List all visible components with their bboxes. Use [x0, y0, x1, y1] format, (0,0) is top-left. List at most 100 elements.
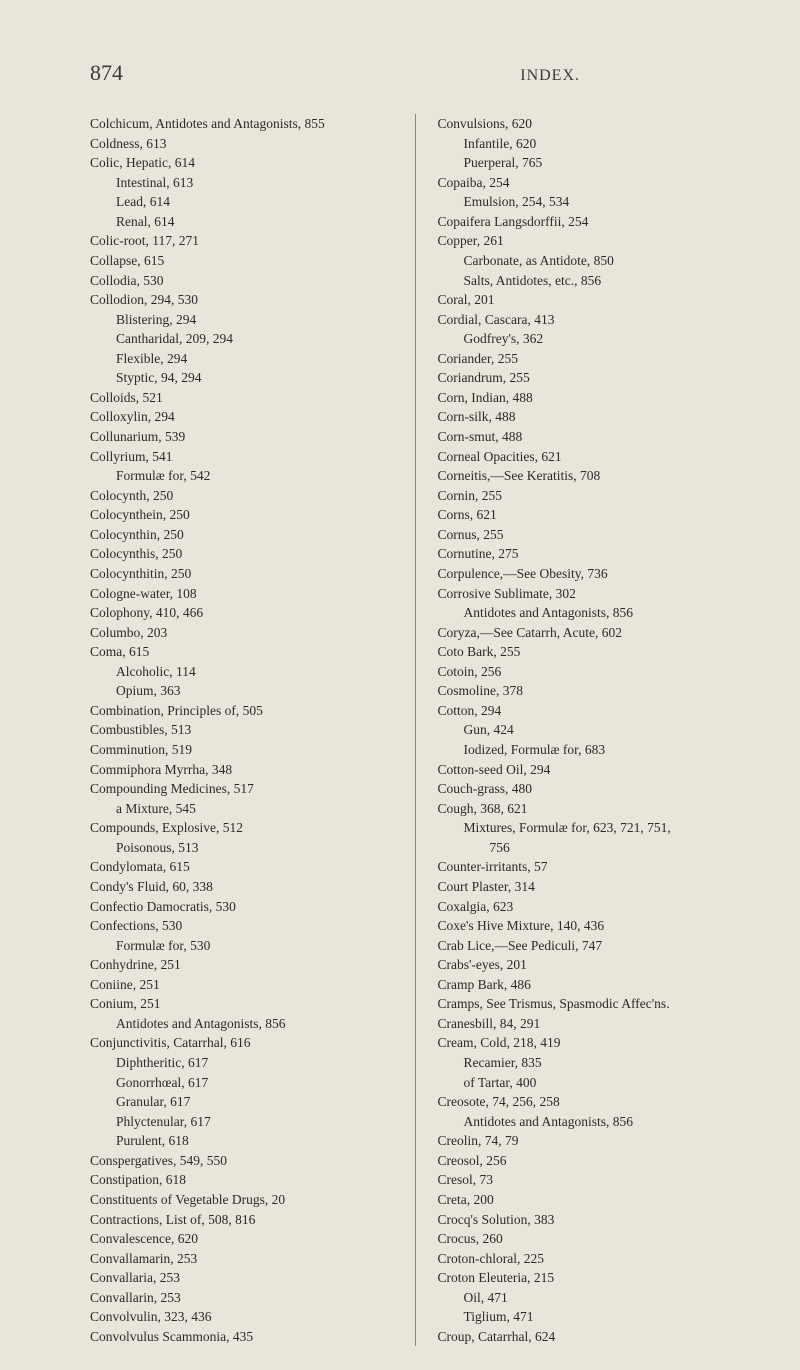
index-entry: Crocus, 260: [438, 1229, 741, 1249]
index-entry: Corn-silk, 488: [438, 407, 741, 427]
index-entry: Coryza,—See Catarrh, Acute, 602: [438, 623, 741, 643]
index-entry: Alcoholic, 114: [90, 662, 393, 682]
index-entry: Crocq's Solution, 383: [438, 1210, 741, 1230]
index-entry: Granular, 617: [90, 1092, 393, 1112]
index-entry: Croup, Catarrhal, 624: [438, 1327, 741, 1347]
index-entry: Convolvulus Scammonia, 435: [90, 1327, 393, 1347]
index-entry: Colocynthein, 250: [90, 505, 393, 525]
index-entry: Crabs'-eyes, 201: [438, 955, 741, 975]
index-entry: Conjunctivitis, Catarrhal, 616: [90, 1033, 393, 1053]
index-entry: Cresol, 73: [438, 1170, 741, 1190]
index-entry: Combination, Principles of, 505: [90, 701, 393, 721]
index-entry: Emulsion, 254, 534: [438, 192, 741, 212]
page-title: INDEX.: [520, 67, 580, 85]
index-entry: Coxe's Hive Mixture, 140, 436: [438, 916, 741, 936]
index-entry: Gun, 424: [438, 720, 741, 740]
index-entry: Coldness, 613: [90, 134, 393, 154]
index-entry: Opium, 363: [90, 681, 393, 701]
index-entry: Renal, 614: [90, 212, 393, 232]
index-entry: Cotton, 294: [438, 701, 741, 721]
index-entry: Conhydrine, 251: [90, 955, 393, 975]
index-entry: Convalescence, 620: [90, 1229, 393, 1249]
index-entry: Columbo, 203: [90, 623, 393, 643]
index-entry: Cosmoline, 378: [438, 681, 741, 701]
index-entry: Cordial, Cascara, 413: [438, 310, 741, 330]
index-entry: Colic-root, 117, 271: [90, 231, 393, 251]
index-entry: Gonorrhœal, 617: [90, 1073, 393, 1093]
index-columns: Colchicum, Antidotes and Antagonists, 85…: [90, 114, 740, 1346]
index-entry: Colocynthitin, 250: [90, 564, 393, 584]
index-entry: Poisonous, 513: [90, 838, 393, 858]
index-entry: Conspergatives, 549, 550: [90, 1151, 393, 1171]
index-entry: Carbonate, as Antidote, 850: [438, 251, 741, 271]
index-entry: Colic, Hepatic, 614: [90, 153, 393, 173]
index-entry: Creta, 200: [438, 1190, 741, 1210]
index-entry: Copaifera Langsdorffii, 254: [438, 212, 741, 232]
index-entry: Iodized, Formulæ for, 683: [438, 740, 741, 760]
index-entry: Creosol, 256: [438, 1151, 741, 1171]
index-entry: Formulæ for, 530: [90, 936, 393, 956]
index-entry: Coto Bark, 255: [438, 642, 741, 662]
index-entry: Cotoin, 256: [438, 662, 741, 682]
index-entry: Antidotes and Antagonists, 856: [90, 1014, 393, 1034]
index-entry: Counter-irritants, 57: [438, 857, 741, 877]
index-entry: Recamier, 835: [438, 1053, 741, 1073]
index-entry: Coriandrum, 255: [438, 368, 741, 388]
index-entry: Colocynthis, 250: [90, 544, 393, 564]
column-divider: [415, 114, 416, 1346]
index-entry: Creosote, 74, 256, 258: [438, 1092, 741, 1112]
index-entry: Combustibles, 513: [90, 720, 393, 740]
index-entry: Godfrey's, 362: [438, 329, 741, 349]
index-entry: Puerperal, 765: [438, 153, 741, 173]
index-entry: Styptic, 94, 294: [90, 368, 393, 388]
index-entry: Cornin, 255: [438, 486, 741, 506]
index-entry: Copaiba, 254: [438, 173, 741, 193]
index-entry: Cornutine, 275: [438, 544, 741, 564]
index-entry: Coral, 201: [438, 290, 741, 310]
index-entry: Colocynth, 250: [90, 486, 393, 506]
index-entry: Croton Eleuteria, 215: [438, 1268, 741, 1288]
index-entry: Court Plaster, 314: [438, 877, 741, 897]
index-entry: Colocynthin, 250: [90, 525, 393, 545]
index-entry: Corpulence,—See Obesity, 736: [438, 564, 741, 584]
index-entry: Confections, 530: [90, 916, 393, 936]
index-entry: Condylomata, 615: [90, 857, 393, 877]
index-entry: Corn-smut, 488: [438, 427, 741, 447]
index-entry: Comminution, 519: [90, 740, 393, 760]
index-entry: Phlyctenular, 617: [90, 1112, 393, 1132]
index-entry: Antidotes and Antagonists, 856: [438, 1112, 741, 1132]
index-entry: Collunarium, 539: [90, 427, 393, 447]
index-entry: Coma, 615: [90, 642, 393, 662]
index-entry: Cantharidal, 209, 294: [90, 329, 393, 349]
index-entry: Corneal Opacities, 621: [438, 447, 741, 467]
index-entry: a Mixture, 545: [90, 799, 393, 819]
index-entry: Colophony, 410, 466: [90, 603, 393, 623]
index-entry: Cornus, 255: [438, 525, 741, 545]
index-entry: Coxalgia, 623: [438, 897, 741, 917]
index-entry: of Tartar, 400: [438, 1073, 741, 1093]
page-header: 874 INDEX.: [90, 60, 740, 86]
index-entry: Condy's Fluid, 60, 338: [90, 877, 393, 897]
index-entry: Cranesbill, 84, 291: [438, 1014, 741, 1034]
index-entry: Compounding Medicines, 517: [90, 779, 393, 799]
index-entry: Corneitis,—See Keratitis, 708: [438, 466, 741, 486]
index-entry: Collyrium, 541: [90, 447, 393, 467]
index-entry: Convulsions, 620: [438, 114, 741, 134]
index-entry: Convallamarin, 253: [90, 1249, 393, 1269]
index-entry: Contractions, List of, 508, 816: [90, 1210, 393, 1230]
index-entry: Convallarin, 253: [90, 1288, 393, 1308]
index-entry: Formulæ for, 542: [90, 466, 393, 486]
right-column: Convulsions, 620Infantile, 620Puerperal,…: [438, 114, 741, 1346]
index-entry: Confectio Damocratis, 530: [90, 897, 393, 917]
index-entry: Collodion, 294, 530: [90, 290, 393, 310]
index-entry: Collapse, 615: [90, 251, 393, 271]
index-entry: Copper, 261: [438, 231, 741, 251]
index-entry: Diphtheritic, 617: [90, 1053, 393, 1073]
index-entry: Flexible, 294: [90, 349, 393, 369]
index-entry: Colloids, 521: [90, 388, 393, 408]
index-entry: Corns, 621: [438, 505, 741, 525]
index-entry: Colchicum, Antidotes and Antagonists, 85…: [90, 114, 393, 134]
left-column: Colchicum, Antidotes and Antagonists, 85…: [90, 114, 393, 1346]
index-entry: Cream, Cold, 218, 419: [438, 1033, 741, 1053]
index-entry: Mixtures, Formulæ for, 623, 721, 751,: [438, 818, 741, 838]
